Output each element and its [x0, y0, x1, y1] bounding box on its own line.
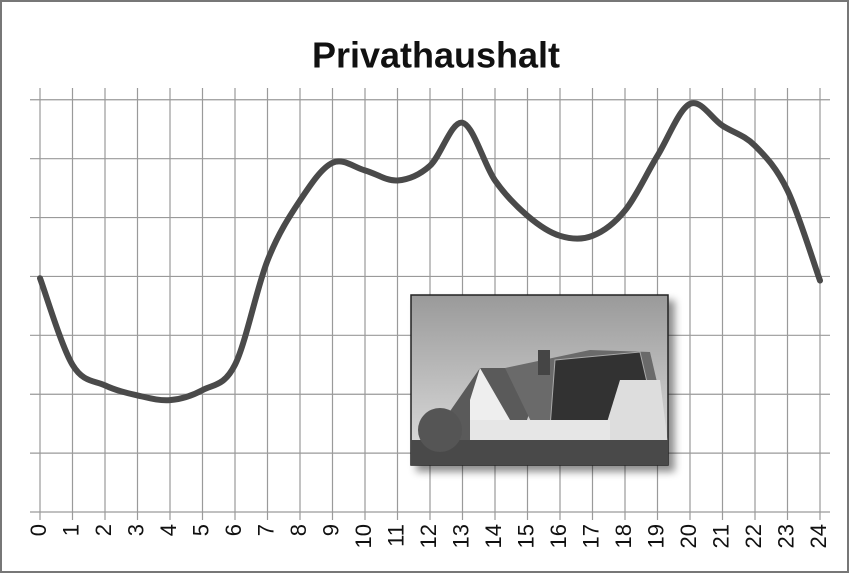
chart-title: Privathaushalt: [312, 35, 560, 76]
x-tick-label: 3: [123, 524, 148, 536]
x-tick-label: 24: [806, 524, 831, 548]
x-tick-label: 16: [546, 524, 571, 548]
x-tick-label: 5: [188, 524, 213, 536]
x-tick-label: 20: [676, 524, 701, 548]
x-tick-label: 23: [773, 524, 798, 548]
x-tick-label: 18: [611, 524, 636, 548]
x-tick-label: 17: [578, 524, 603, 548]
x-tick-label: 15: [513, 524, 538, 548]
x-tick-label: 9: [318, 524, 343, 536]
x-tick-label: 0: [26, 524, 51, 536]
x-tick-label: 6: [221, 524, 246, 536]
x-tick-label: 13: [448, 524, 473, 548]
house-photo: [410, 294, 669, 466]
x-tick-label: 2: [91, 524, 116, 536]
x-tick-label: 8: [286, 524, 311, 536]
x-tick-label: 10: [351, 524, 376, 548]
x-tick-label: 14: [481, 524, 506, 548]
data-line: [37, 100, 823, 404]
x-tick-label: 21: [708, 524, 733, 548]
x-tick-label: 22: [741, 524, 766, 548]
x-tick-label: 4: [156, 524, 181, 536]
x-tick-label: 11: [383, 524, 408, 547]
x-tick-label: 7: [253, 524, 278, 536]
x-tick-label: 1: [58, 524, 83, 536]
x-tick-label: 19: [643, 524, 668, 548]
x-tick-label: 12: [416, 524, 441, 548]
